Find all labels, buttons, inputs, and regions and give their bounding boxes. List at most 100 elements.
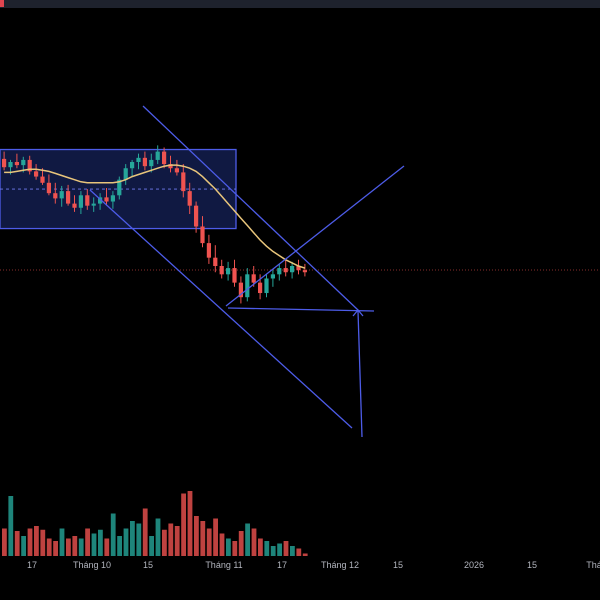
volume-bar bbox=[302, 553, 308, 556]
channel-lower-line bbox=[89, 189, 353, 429]
candle-body bbox=[59, 191, 64, 199]
price-chart[interactable] bbox=[0, 8, 600, 556]
candle-body bbox=[174, 168, 179, 173]
time-axis-tick: Tháng 11 bbox=[205, 560, 243, 570]
candle-body bbox=[226, 268, 231, 275]
candle-body bbox=[270, 274, 275, 279]
candle-body bbox=[283, 268, 288, 273]
time-axis-tick: 17 bbox=[276, 560, 288, 570]
candle-body bbox=[27, 159, 32, 172]
candle-body bbox=[142, 157, 147, 167]
candle-body bbox=[91, 203, 96, 206]
volume-bar bbox=[142, 508, 148, 556]
volume-bar bbox=[232, 541, 238, 556]
volume-bar bbox=[66, 538, 71, 556]
breakout-line bbox=[225, 165, 405, 307]
candle-body bbox=[136, 157, 141, 162]
time-axis-tick: 15 bbox=[526, 560, 538, 570]
candle-body bbox=[245, 274, 250, 298]
candle-body bbox=[40, 176, 45, 183]
candle-body bbox=[258, 282, 263, 294]
candle-body bbox=[85, 195, 90, 206]
volume-bar bbox=[187, 491, 193, 556]
candle-body bbox=[219, 266, 224, 275]
candle-body bbox=[213, 257, 218, 266]
projection-arrow bbox=[352, 308, 364, 317]
volume-bar bbox=[290, 546, 295, 556]
moving-average-line bbox=[4, 164, 306, 269]
time-axis-tick: 15 bbox=[142, 560, 154, 570]
volume-bar bbox=[130, 521, 135, 556]
volume-bar bbox=[168, 523, 174, 556]
candle-body bbox=[251, 274, 256, 283]
candle-body bbox=[168, 164, 173, 169]
volume-bar bbox=[277, 543, 282, 556]
volume-bar bbox=[8, 496, 14, 556]
candle-body bbox=[66, 191, 71, 204]
candle-body bbox=[187, 191, 192, 206]
candle-body bbox=[34, 171, 39, 177]
candle-body bbox=[98, 197, 103, 204]
candle-body bbox=[162, 151, 167, 165]
volume-bar bbox=[226, 538, 231, 556]
volume-bar bbox=[264, 541, 270, 556]
volume-bar bbox=[14, 531, 20, 556]
candle-body bbox=[72, 203, 77, 208]
candle-body bbox=[117, 179, 122, 196]
volume-bar bbox=[270, 546, 276, 556]
volume-bar bbox=[206, 528, 212, 556]
candle-body bbox=[14, 162, 19, 166]
candle-body bbox=[2, 158, 7, 168]
volume-bar bbox=[200, 521, 206, 556]
volume-bar bbox=[91, 533, 97, 556]
candle-body bbox=[155, 151, 160, 160]
candle-body bbox=[21, 159, 26, 166]
candle-body bbox=[78, 195, 83, 208]
volume-bar bbox=[72, 536, 78, 556]
volume-bar bbox=[46, 538, 52, 556]
volume-bar bbox=[34, 526, 39, 556]
time-axis-tick: 17 bbox=[26, 560, 38, 570]
time-axis-tick: 2026 bbox=[463, 560, 485, 570]
volume-bar bbox=[53, 541, 58, 556]
volume-bar bbox=[123, 528, 129, 556]
candle-body bbox=[290, 266, 295, 273]
candle-body bbox=[123, 168, 128, 180]
candle-body bbox=[194, 205, 199, 227]
time-axis-tick: Thá bbox=[586, 560, 600, 570]
time-axis-tick: 15 bbox=[392, 560, 404, 570]
candle-body bbox=[238, 282, 243, 298]
candle-body bbox=[46, 182, 51, 194]
volume-bar bbox=[59, 528, 65, 556]
candle-body bbox=[110, 195, 115, 202]
candle-body bbox=[149, 159, 154, 167]
volume-bar bbox=[251, 528, 257, 556]
volume-bar bbox=[110, 513, 116, 556]
volume-bar bbox=[40, 529, 46, 556]
volume-bar bbox=[181, 493, 186, 556]
time-axis: 17 Tháng 10 15 Tháng 11 17 Tháng 12 15 2026 15 Th… bbox=[0, 556, 600, 600]
candle-body bbox=[206, 243, 211, 258]
volume-bar bbox=[238, 531, 244, 556]
channel-upper-line bbox=[142, 105, 359, 311]
volume-bar bbox=[2, 528, 7, 556]
volume-bar bbox=[149, 536, 154, 556]
volume-bar bbox=[174, 526, 180, 556]
candle-body bbox=[53, 193, 58, 199]
volume-bar bbox=[136, 523, 142, 556]
candle-body bbox=[232, 268, 237, 283]
volume-bar bbox=[245, 523, 250, 556]
candle-body bbox=[8, 162, 13, 168]
target-horizontal-line bbox=[227, 307, 375, 312]
volume-bar bbox=[219, 533, 225, 556]
volume-bar bbox=[194, 516, 199, 556]
candle-body bbox=[200, 226, 205, 244]
volume-bar bbox=[117, 536, 122, 556]
candle-body bbox=[104, 197, 109, 202]
projection-line bbox=[357, 310, 363, 438]
volume-bar bbox=[213, 518, 218, 556]
volume-bar bbox=[258, 538, 263, 556]
candle-body bbox=[277, 268, 282, 275]
volume-bar bbox=[78, 538, 84, 556]
time-axis-tick: Tháng 12 bbox=[320, 560, 360, 570]
